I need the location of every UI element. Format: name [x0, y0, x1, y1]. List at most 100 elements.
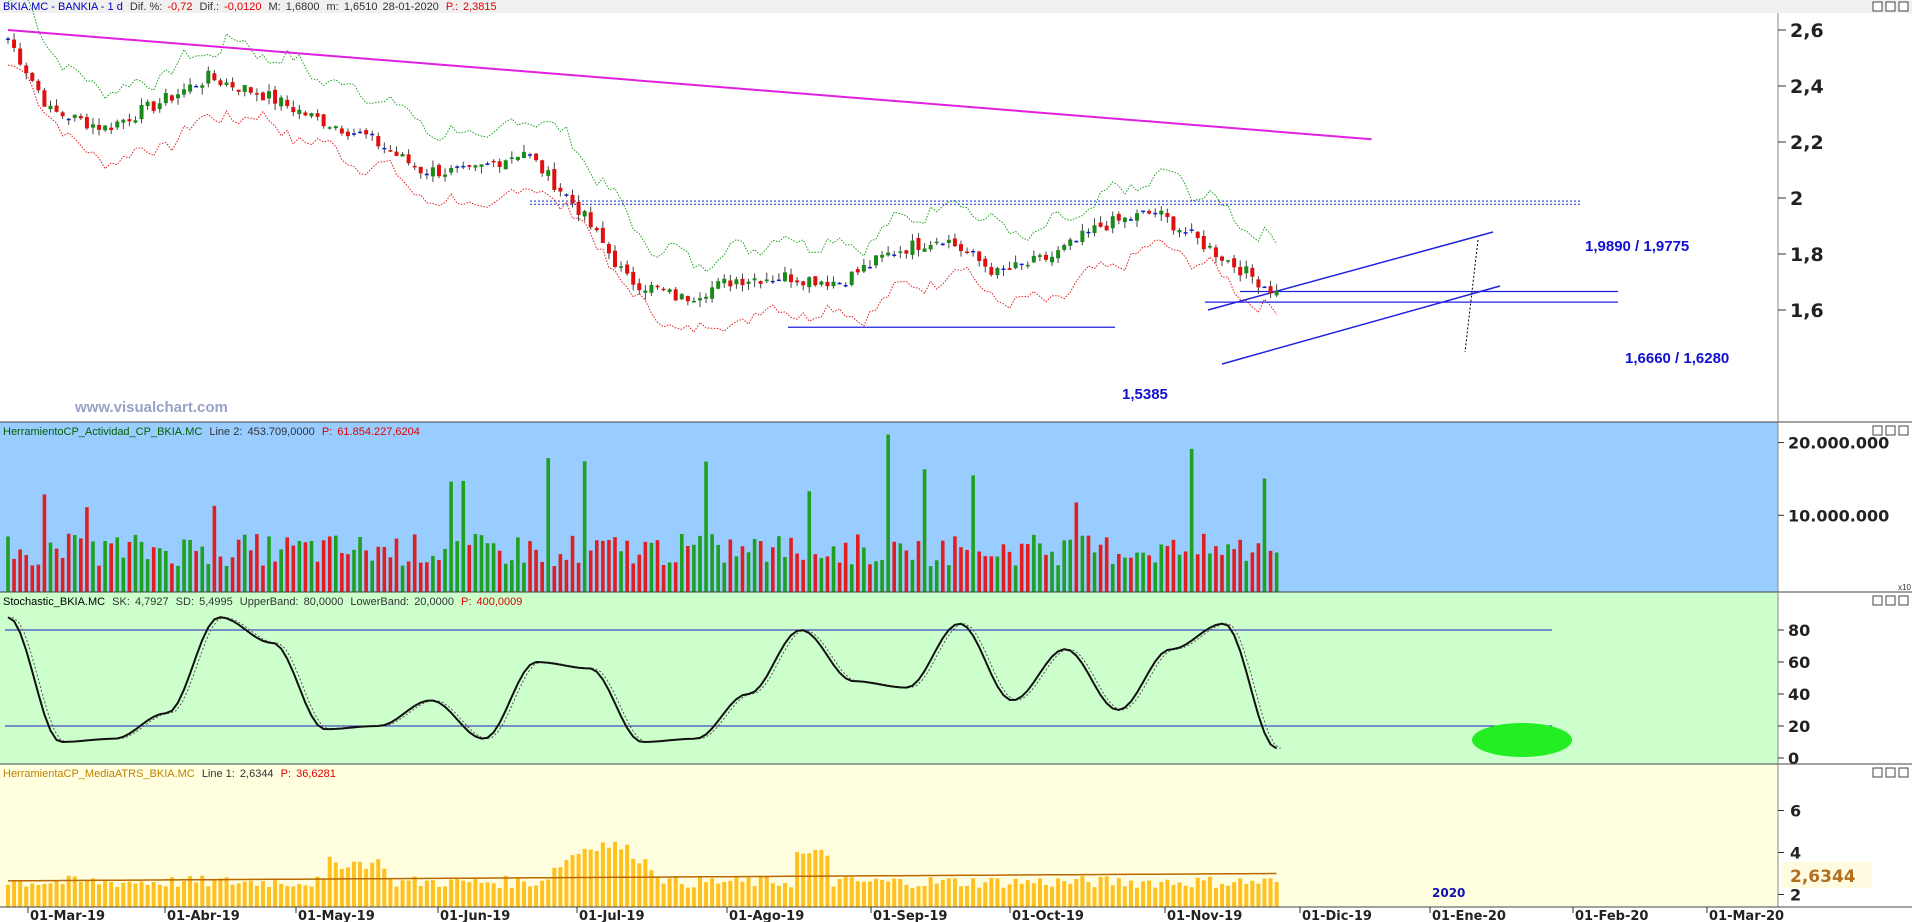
volume-bar — [1147, 555, 1151, 592]
volume-bar — [1068, 539, 1073, 592]
volume-bar — [491, 543, 496, 592]
volume-bar — [1226, 544, 1230, 592]
volume-bar — [303, 542, 308, 592]
volume-bar — [437, 560, 441, 592]
atr-bar — [667, 878, 672, 907]
candle-body — [728, 280, 733, 287]
atr-bar — [570, 855, 575, 907]
candle-body — [521, 151, 526, 159]
volume-y-tick-label: 20.000.000 — [1788, 434, 1889, 453]
volume-bar — [862, 547, 866, 592]
volume-bar — [734, 556, 739, 592]
candle-body — [977, 251, 982, 262]
volume-bar — [673, 562, 678, 592]
candle-body — [886, 252, 891, 256]
atr-bar — [12, 881, 17, 907]
candle-body — [321, 114, 326, 127]
atr-bar — [613, 841, 617, 907]
candle-body — [224, 82, 229, 85]
candle-body — [582, 211, 587, 217]
atr-bar — [904, 884, 909, 907]
candle-body — [782, 272, 787, 282]
stochastic-window-controls[interactable] — [1872, 595, 1909, 606]
candle-body — [1104, 225, 1109, 231]
candle-body — [1128, 219, 1133, 221]
volume-window-controls[interactable] — [1872, 425, 1909, 436]
volume-bar — [139, 541, 144, 592]
volume-bar — [1056, 565, 1060, 592]
price-plot-area[interactable] — [0, 13, 1778, 422]
volume-bar — [837, 562, 842, 592]
maximize-icon[interactable] — [1885, 1, 1896, 12]
volume-bar — [327, 536, 332, 592]
date-tick-label: 01-May-19 — [298, 909, 375, 922]
volume-bar — [1129, 557, 1133, 592]
volume-bar — [649, 542, 654, 592]
stochastic-panel[interactable] — [0, 592, 1912, 764]
close-icon[interactable] — [1898, 1, 1909, 12]
volume-bar — [6, 536, 10, 592]
volume-bar — [54, 548, 59, 592]
candle-body — [752, 278, 757, 281]
atr-bar — [898, 879, 903, 907]
maximize-icon[interactable] — [1885, 425, 1896, 436]
volume-bar — [400, 565, 405, 592]
candle-body — [661, 288, 666, 291]
maximize-icon[interactable] — [1885, 595, 1896, 606]
price-window-controls[interactable] — [1872, 1, 1909, 12]
atr-bar — [212, 879, 217, 907]
candle-body — [1244, 266, 1249, 274]
minimize-icon[interactable] — [1872, 767, 1883, 778]
atr-bar — [934, 883, 939, 907]
atr-bar — [24, 886, 29, 907]
atr-bar — [1092, 887, 1097, 907]
candle-body — [430, 167, 435, 177]
close-icon[interactable] — [1898, 595, 1909, 606]
close-icon[interactable] — [1898, 767, 1909, 778]
volume-bar — [1274, 552, 1279, 592]
atr-header-name: HerramientaCP_MediaATRS_BKIA.MC — [3, 768, 195, 780]
atr-bar — [740, 881, 745, 907]
volume-bar — [182, 539, 186, 592]
volume-bar — [115, 537, 120, 592]
candle-body — [358, 131, 363, 134]
atr-bar — [333, 862, 338, 907]
volume-bar — [522, 562, 526, 592]
atr-bar — [843, 876, 848, 907]
maximize-icon[interactable] — [1885, 767, 1896, 778]
atr-bar — [807, 853, 812, 907]
candle-body — [546, 170, 551, 176]
atr-bar — [491, 883, 496, 907]
candle-body — [1037, 255, 1042, 257]
volume-axis-bg — [1778, 422, 1912, 592]
atr-bar — [940, 879, 945, 907]
volume-bar — [631, 563, 636, 592]
candle-body — [1116, 213, 1121, 221]
atr-bar — [473, 878, 478, 907]
atr-bar — [54, 881, 59, 907]
minimize-icon[interactable] — [1872, 1, 1883, 12]
atr-bar — [928, 877, 933, 907]
atr-bar — [825, 855, 830, 907]
volume-bar — [30, 565, 35, 592]
atr-bar — [443, 886, 448, 907]
volume-bar — [922, 469, 927, 592]
date-axis[interactable]: 01-Mar-19 01-Abr-19 01-May-19 01-Jun-19 01-J… — [27, 907, 1784, 922]
atr-bar — [600, 842, 605, 907]
volume-bar — [516, 537, 520, 592]
minimize-icon[interactable] — [1872, 425, 1883, 436]
close-icon[interactable] — [1898, 425, 1909, 436]
minimize-icon[interactable] — [1872, 595, 1883, 606]
volume-bar — [443, 548, 447, 592]
candle-body — [418, 166, 423, 174]
atr-bar — [509, 887, 514, 907]
atr-bar — [588, 849, 593, 907]
atr-bar — [449, 879, 454, 907]
atr-window-controls[interactable] — [1872, 767, 1909, 778]
atr-bar — [18, 880, 23, 907]
atr-bar — [139, 881, 144, 907]
candle-body — [267, 91, 272, 99]
candle-body — [443, 174, 448, 177]
candle-body — [600, 227, 605, 243]
